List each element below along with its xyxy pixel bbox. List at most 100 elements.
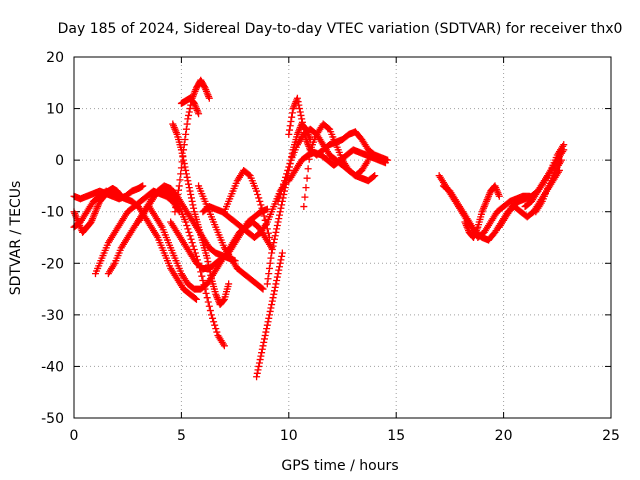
- data-point: [182, 125, 190, 133]
- data-point: [286, 122, 294, 130]
- data-point: [276, 208, 284, 216]
- data-point: [191, 295, 199, 303]
- data-point: [181, 163, 189, 171]
- data-point: [275, 263, 283, 271]
- data-point: [273, 273, 281, 281]
- data-point: [301, 132, 309, 140]
- data-point: [203, 294, 211, 302]
- data-point: [273, 225, 281, 233]
- y-tick-label: 20: [46, 50, 64, 66]
- data-point: [268, 301, 276, 309]
- data-point: [288, 113, 296, 121]
- data-point: [274, 270, 282, 278]
- data-point: [185, 108, 193, 116]
- data-point: [185, 228, 193, 236]
- data-point: [265, 311, 273, 319]
- data-point: [301, 193, 309, 201]
- data-point: [262, 328, 270, 336]
- data-point: [275, 211, 283, 219]
- data-point: [263, 325, 271, 333]
- data-point: [265, 270, 273, 278]
- data-points: [70, 76, 568, 381]
- data-point: [261, 331, 269, 339]
- data-point: [188, 239, 196, 247]
- data-point: [260, 338, 268, 346]
- x-tick-label: 0: [70, 428, 79, 444]
- data-point: [261, 216, 269, 224]
- data-point: [277, 187, 285, 195]
- data-point: [275, 215, 283, 223]
- x-tick-label: 15: [387, 428, 405, 444]
- data-point: [259, 342, 267, 350]
- data-point: [186, 105, 194, 113]
- data-point: [220, 342, 228, 350]
- y-tick-label: -50: [41, 411, 64, 427]
- data-point: [190, 204, 198, 212]
- data-point: [253, 369, 261, 377]
- data-point: [175, 186, 183, 194]
- data-point: [278, 252, 286, 260]
- data-point: [302, 184, 310, 192]
- y-tick-label: -30: [41, 308, 64, 324]
- data-point: [265, 234, 273, 241]
- data-point: [284, 166, 292, 174]
- data-point: [370, 172, 378, 180]
- data-point: [305, 155, 313, 163]
- data-point: [183, 120, 191, 128]
- data-point: [269, 242, 277, 250]
- data-point: [272, 280, 280, 288]
- data-point: [267, 254, 275, 262]
- data-point: [364, 156, 372, 164]
- data-point: [206, 268, 214, 276]
- chart-title: Day 185 of 2024, Sidereal Day-to-day VTE…: [58, 21, 623, 37]
- data-point: [254, 191, 262, 199]
- data-point: [207, 311, 215, 319]
- data-point: [200, 83, 208, 91]
- data-point: [174, 191, 182, 199]
- data-point: [264, 229, 272, 237]
- data-point: [182, 218, 190, 226]
- data-point: [186, 232, 194, 240]
- data-point: [262, 221, 270, 229]
- data-point: [300, 203, 308, 211]
- series-arc-10: [171, 76, 213, 216]
- data-point: [259, 285, 267, 293]
- data-point: [271, 232, 279, 240]
- data-point: [184, 225, 192, 233]
- data-point: [275, 194, 283, 202]
- data-point: [270, 239, 278, 247]
- data-point: [293, 94, 301, 102]
- data-point: [278, 184, 286, 192]
- data-point: [278, 249, 286, 257]
- data-point: [304, 165, 312, 173]
- data-point: [263, 280, 271, 288]
- plot-frame: [73, 56, 612, 419]
- data-point: [268, 297, 276, 305]
- data-point: [254, 366, 262, 374]
- y-tick-labels: 20 10 0 -10 -20 -30 -40 -50: [41, 50, 64, 427]
- data-point: [260, 212, 268, 220]
- data-point: [269, 294, 277, 302]
- data-point: [210, 318, 218, 326]
- data-point: [173, 195, 181, 203]
- data-point: [184, 177, 192, 185]
- x-tick-labels: 0 5 10 15 20 25: [70, 428, 620, 444]
- data-point: [181, 136, 189, 144]
- data-point: [176, 176, 184, 184]
- series-arc-26: [532, 156, 566, 216]
- x-axis-label: GPS time / hours: [281, 458, 398, 474]
- data-point: [298, 118, 306, 126]
- data-point: [273, 276, 281, 284]
- y-axis-label: SDTVAR / TECUs: [8, 181, 24, 296]
- data-point: [265, 264, 273, 272]
- x-tick-label: 20: [495, 428, 513, 444]
- data-point: [267, 304, 275, 312]
- series-arc-19: [285, 146, 389, 185]
- data-point: [371, 172, 379, 180]
- data-point: [184, 115, 192, 123]
- data-point: [287, 117, 295, 125]
- data-point: [203, 254, 211, 262]
- data-point: [296, 105, 304, 113]
- series-arc-11: [177, 94, 203, 118]
